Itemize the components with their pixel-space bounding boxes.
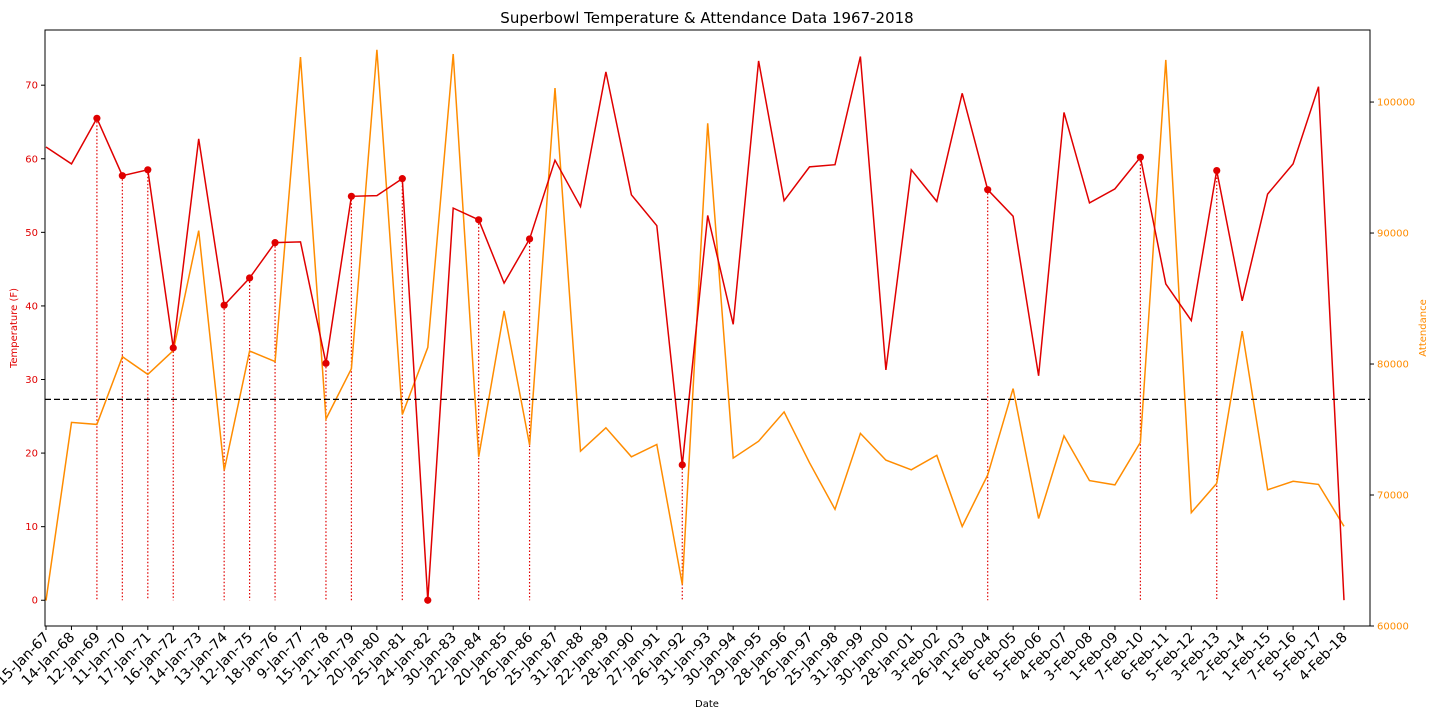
- temperature-marker-1-Feb-04: [984, 186, 992, 194]
- temperature-marker-15-Jan-78: [322, 359, 330, 367]
- temperature-series-line: [45, 56, 1345, 601]
- temperature-marker-26-Jan-86: [525, 235, 534, 243]
- right-tick-label: 80000: [1377, 360, 1409, 371]
- x-axis-label: Date: [695, 699, 719, 710]
- right-axis-label: Attendance: [1418, 299, 1429, 356]
- temperature-marker-12-Jan-69: [93, 114, 101, 122]
- temperature-marker-12-Jan-75: [246, 274, 254, 282]
- chart-title: Superbowl Temperature & Attendance Data …: [500, 9, 913, 27]
- temperature-marker-21-Jan-79: [347, 192, 356, 200]
- temperature-marker-25-Jan-81: [398, 175, 406, 183]
- temperature-marker-7-Feb-10: [1136, 153, 1144, 161]
- plot-frame: [44, 29, 1371, 627]
- right-tick-label: 60000: [1377, 622, 1409, 633]
- attendance-series-line: [45, 49, 1345, 601]
- temperature-marker-3-Feb-13: [1213, 166, 1221, 175]
- temperature-marker-24-Jan-82: [424, 596, 432, 604]
- right-tick-label: 90000: [1377, 229, 1409, 240]
- temperature-marker-26-Jan-92: [678, 461, 686, 469]
- left-axis-label: Temperature (F): [9, 288, 20, 369]
- temperature-marker-11-Jan-70: [118, 172, 126, 180]
- right-tick-label: 70000: [1377, 491, 1409, 502]
- left-tick-label: 40: [25, 301, 38, 312]
- left-tick-label: 30: [25, 375, 38, 386]
- temperature-marker-18-Jan-76: [271, 239, 279, 247]
- temperature-marker-13-Jan-74: [220, 301, 228, 309]
- plot-area: [45, 49, 1370, 604]
- right-tick-label: 100000: [1377, 98, 1415, 109]
- temperature-marker-16-Jan-72: [169, 344, 177, 352]
- left-tick-label: 50: [25, 228, 38, 239]
- left-tick-label: 20: [25, 449, 38, 460]
- left-tick-label: 10: [25, 522, 38, 533]
- axes: 0 10 20 30 40 50 60 70 60000 70000 80000 90000 10000…: [0, 81, 1415, 689]
- left-tick-label: 70: [25, 81, 38, 92]
- left-tick-label: 0: [32, 596, 38, 607]
- left-tick-label: 60: [25, 154, 38, 165]
- temperature-marker-17-Jan-71: [144, 166, 152, 174]
- temperature-marker-22-Jan-84: [475, 216, 483, 224]
